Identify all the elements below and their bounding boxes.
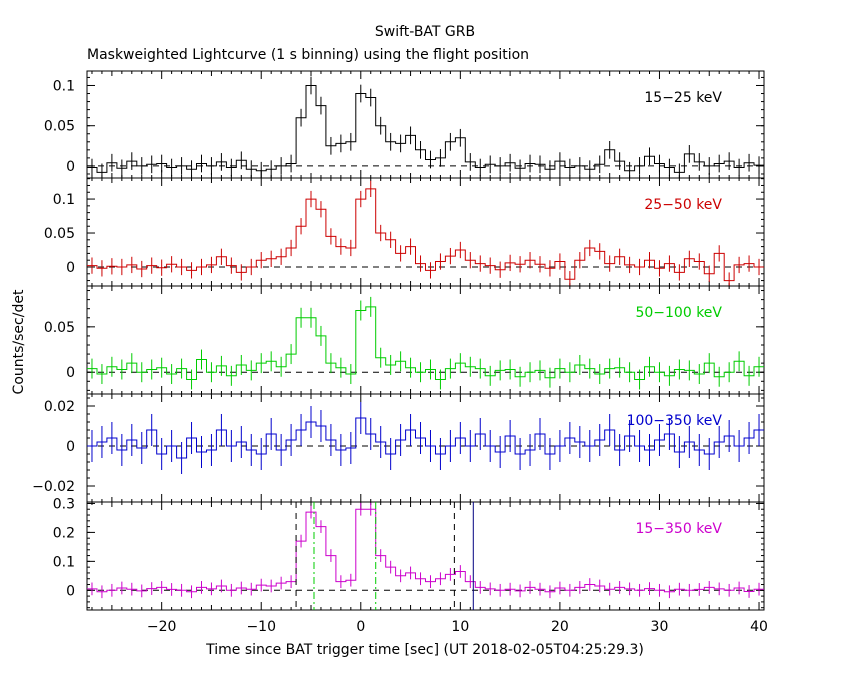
y-tick-label: 0.1 <box>53 554 75 570</box>
x-tick-label: 40 <box>750 619 768 635</box>
y-axis-label: Counts/sec/det <box>11 289 27 394</box>
y-tick-label: 0.1 <box>53 192 75 208</box>
panel-5: 0 0.1 0.2 0.3 15−350 keV <box>53 496 765 611</box>
panel-3: 0 0.05 50−100 keV <box>44 285 765 395</box>
y-tick-label: 0.05 <box>44 320 75 336</box>
y-tick-label: 0 <box>66 439 75 455</box>
panel-2: 0 0.05 0.1 25−50 keV <box>44 177 765 287</box>
y-tick-label: 0 <box>66 159 75 175</box>
lightcurve-step-line <box>87 306 764 380</box>
x-tick-label: 0 <box>356 619 365 635</box>
y-tick-label: 0.05 <box>44 119 75 135</box>
energy-band-label: 100−350 keV <box>627 413 723 429</box>
y-tick-label: 0.05 <box>44 226 75 242</box>
panel-frame <box>86 285 765 395</box>
panel-4: −0.02 0 0.02 100−350 keV <box>32 393 765 503</box>
energy-band-label: 15−25 keV <box>644 90 722 106</box>
energy-band-label: 50−100 keV <box>635 305 722 321</box>
x-axis-label: Time since BAT trigger time [sec] (UT 20… <box>205 642 644 658</box>
energy-band-label: 15−350 keV <box>635 521 722 537</box>
x-tick-label: 10 <box>451 619 469 635</box>
panel-frame <box>86 393 765 503</box>
x-tick-label: −10 <box>246 619 276 635</box>
y-tick-label: 0.1 <box>53 78 75 94</box>
y-tick-label: 0 <box>66 260 75 276</box>
figure-title: Swift-BAT GRB <box>375 24 475 40</box>
x-tick-label: 30 <box>651 619 669 635</box>
energy-band-label: 25−50 keV <box>644 197 722 213</box>
y-tick-label: 0.02 <box>44 399 75 415</box>
panel-1: 0 0.05 0.1 15−25 keV <box>44 70 765 179</box>
panel-frame <box>86 70 765 179</box>
y-tick-label: −0.02 <box>32 479 75 495</box>
y-tick-label: 0.3 <box>53 496 75 512</box>
y-tick-label: 0 <box>66 365 75 381</box>
y-tick-label: 0.2 <box>53 525 75 541</box>
x-tick-label: −20 <box>147 619 177 635</box>
panels-group: 0 0.05 0.1 15−25 keV 0 0.05 0.1 25−50 keV 0 0.05 5… <box>32 70 768 635</box>
figure-subtitle: Maskweighted Lightcurve (1 s binning) us… <box>87 47 529 63</box>
lightcurve-step-line <box>87 508 764 593</box>
y-tick-label: 0 <box>66 583 75 599</box>
panel-frame <box>86 501 765 611</box>
x-tick-label: 20 <box>551 619 569 635</box>
